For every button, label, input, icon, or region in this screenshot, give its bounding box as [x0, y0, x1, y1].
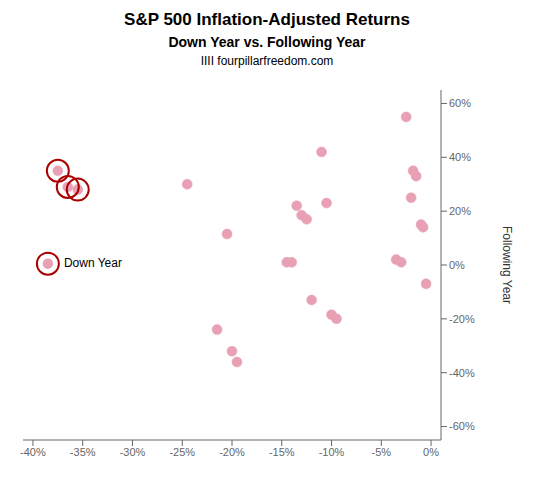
html-text:Down Year vs. Following Year: Down Year vs. Following Year	[168, 34, 366, 50]
svg-text:-10%: -10%	[319, 446, 345, 458]
html-text:S&P 500 Inflation-Adjusted Ret: S&P 500 Inflation-Adjusted Returns	[124, 10, 410, 29]
svg-text:-40%: -40%	[449, 367, 475, 379]
svg-text:40%: 40%	[449, 151, 471, 163]
svg-text:-30%: -30%	[120, 446, 146, 458]
svg-text:-40%: -40%	[20, 446, 46, 458]
svg-text:Down Year: Down Year	[64, 256, 122, 270]
svg-text:-5%: -5%	[372, 446, 392, 458]
svg-text:0%: 0%	[423, 446, 439, 458]
svg-text:60%: 60%	[449, 97, 471, 109]
svg-text:0%: 0%	[449, 259, 465, 271]
svg-text:-25%: -25%	[169, 446, 195, 458]
svg-text:-20%: -20%	[219, 446, 245, 458]
svg-text:Following Year: Following Year	[500, 226, 514, 304]
svg-text:-60%: -60%	[449, 420, 475, 432]
svg-text:-35%: -35%	[70, 446, 96, 458]
svg-text:-20%: -20%	[449, 313, 475, 325]
svg-text:-15%: -15%	[269, 446, 295, 458]
html-text:IIII fourpillarfreedom.com: IIII fourpillarfreedom.com	[200, 54, 334, 68]
svg-text:20%: 20%	[449, 205, 471, 217]
